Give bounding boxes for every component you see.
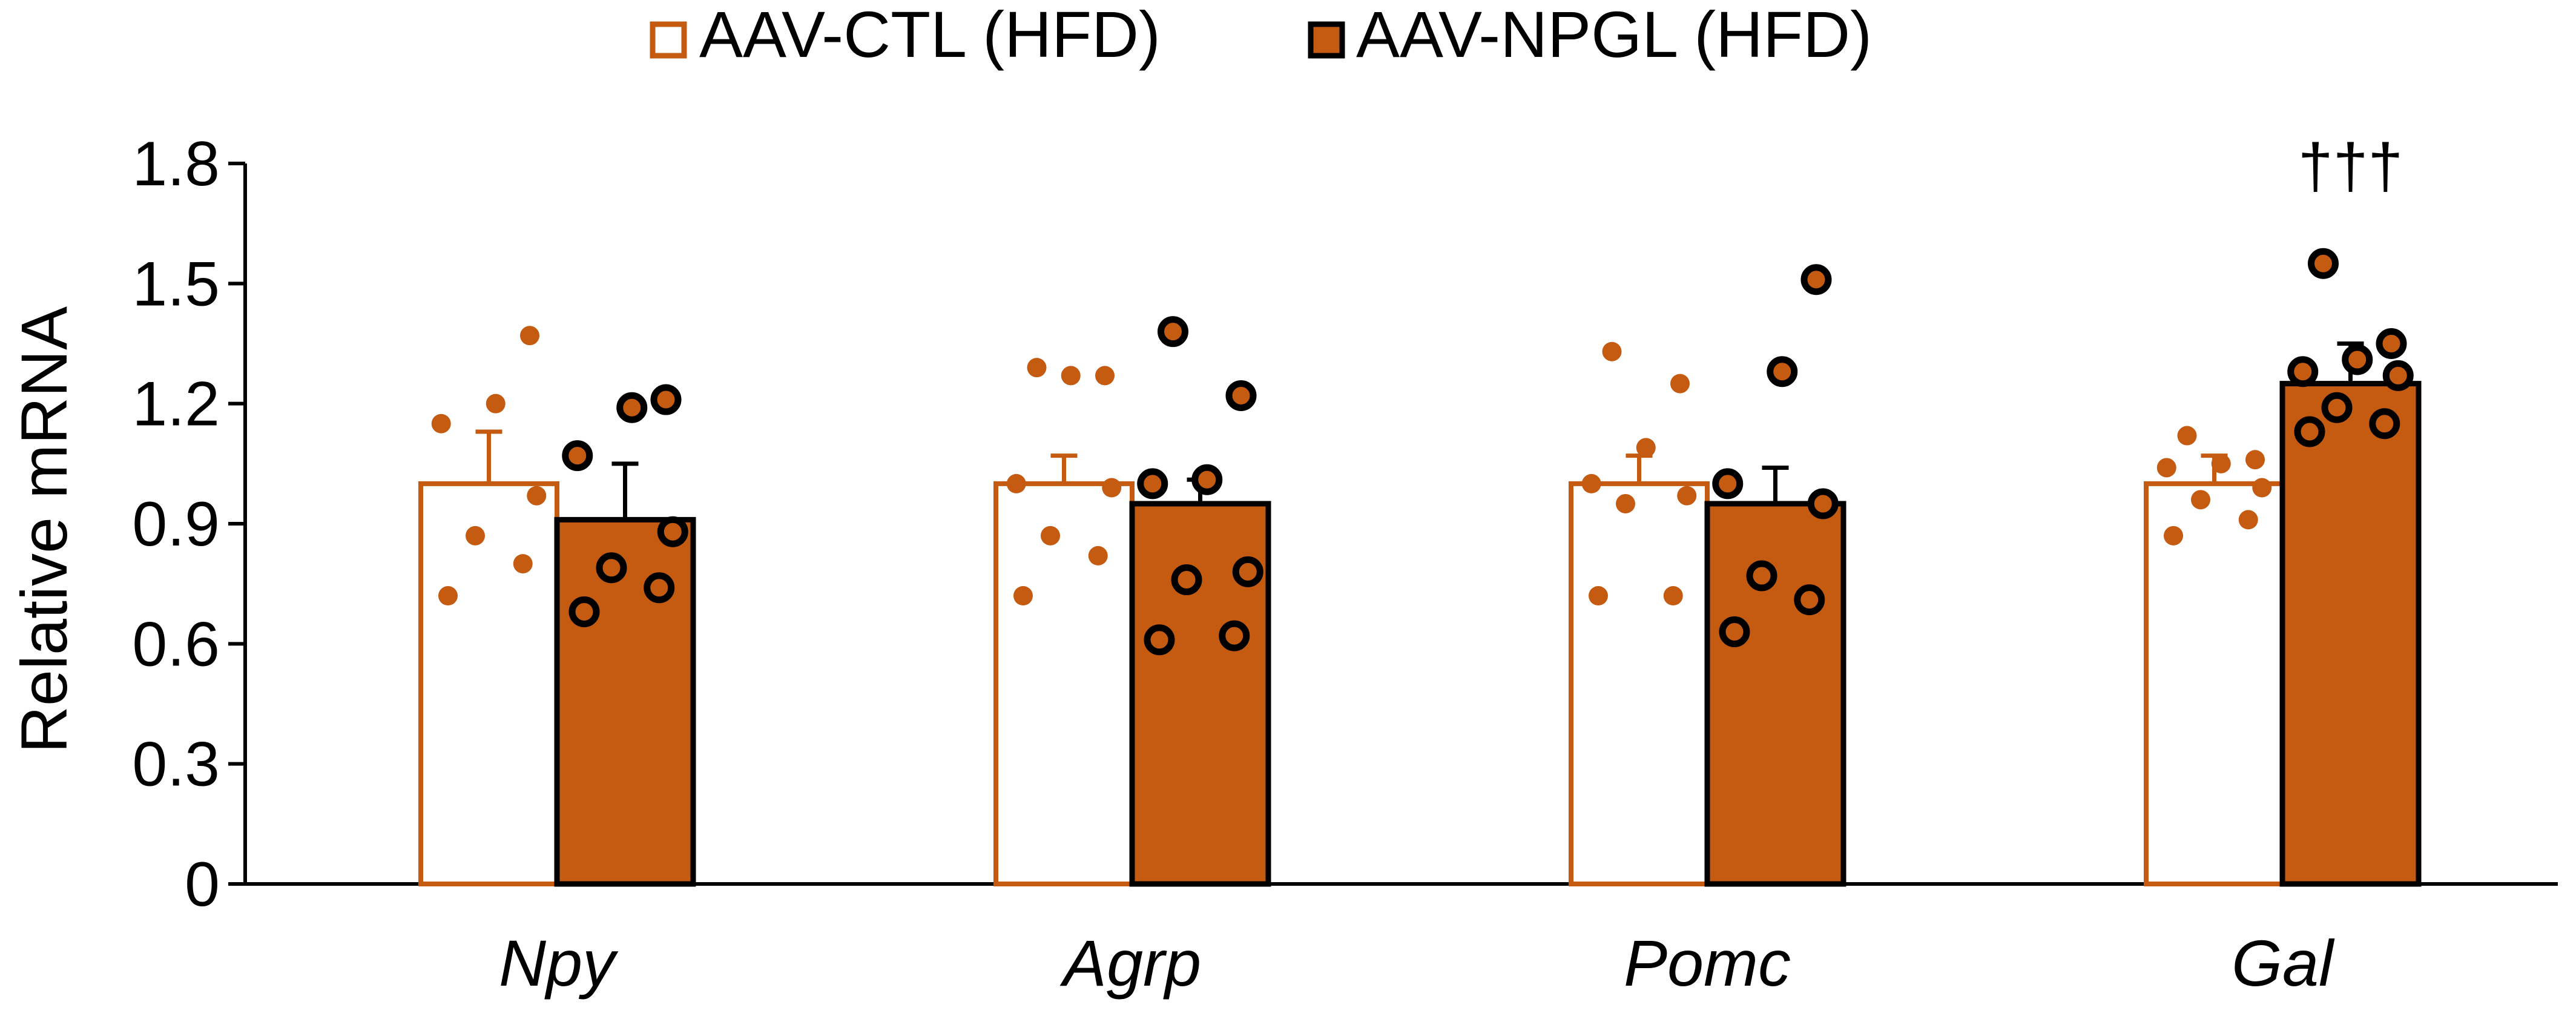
data-point-ctl [1636,438,1656,458]
data-point-ctl [1670,374,1690,394]
data-point-npgl [596,552,627,584]
legend-label-npgl: AAV-NPGL (HFD) [1356,0,1872,71]
data-points [431,248,2414,656]
data-point-ctl [2238,510,2258,530]
data-point-ctl [1589,586,1608,605]
data-point-npgl [2342,344,2373,375]
data-point-npgl [2369,408,2400,440]
data-point-npgl [1807,488,1839,519]
data-point-ctl [1006,473,1026,493]
data-point-npgl [657,516,688,547]
data-point-ctl [1581,473,1601,493]
y-tick-label: 0.9 [132,489,220,559]
y-tick-label: 1.8 [132,129,220,199]
data-point-npgl [2287,356,2319,387]
bars [418,341,2422,887]
data-point-npgl [1144,624,1175,656]
data-point-npgl [2382,360,2414,391]
legend-swatch-ctl [650,21,687,59]
data-point-ctl [2177,426,2197,446]
data-point-ctl [1616,493,1635,513]
x-category-label: Pomc [1624,926,1791,1000]
y-tick-label: 1.2 [132,369,220,440]
data-point-npgl [2308,248,2339,279]
data-point-ctl [513,554,533,574]
data-point-ctl [1602,341,1622,361]
data-point-npgl [1137,468,1168,499]
data-point-ctl [1677,486,1697,506]
axes: 0 0.3 0.6 0.9 1.2 1.5 1.8 Relative mRNA Npy Agrp P… [7,129,2558,1000]
data-point-npgl [2294,416,2325,447]
bar-ctl-pomc [1569,481,1710,886]
data-point-ctl [2156,458,2176,478]
data-point-npgl [1158,316,1188,348]
data-point-ctl [1061,366,1081,386]
y-tick-label: 0.6 [132,609,220,679]
legend: AAV-CTL (HFD) AAV-NPGL (HFD) [650,0,1872,71]
data-point-npgl [1794,584,1825,616]
bar-npgl-pomc [1704,501,1846,887]
data-point-npgl [650,384,682,415]
data-point-ctl [1027,358,1047,378]
data-point-npgl [568,596,600,627]
data-point-npgl [1767,356,1798,387]
data-point-npgl [616,392,648,423]
bar-ctl-npy [418,481,559,886]
data-point-npgl [1219,620,1250,651]
data-point-npgl [1171,564,1202,596]
legend-label-ctl: AAV-CTL (HFD) [699,0,1161,71]
annotations: ††† [2298,131,2403,202]
bar-npgl-gal [2279,381,2422,887]
data-point-ctl [527,486,547,506]
data-point-npgl [1712,468,1744,499]
data-point-npgl [1800,264,1832,295]
legend-swatch-npgl [1308,21,1345,59]
data-point-npgl [644,572,675,604]
data-point-ctl [2252,478,2272,498]
data-point-npgl [2321,392,2353,423]
y-tick-label: 0.3 [132,730,220,800]
data-point-ctl [1663,586,1683,605]
data-point-ctl [2211,453,2231,473]
data-point-ctl [1095,366,1115,386]
y-axis-label: Relative mRNA [7,306,81,753]
y-tick-label: 1.5 [132,249,220,319]
data-point-ctl [2164,526,2183,546]
data-point-ctl [520,326,539,346]
data-point-ctl [438,586,458,605]
bar-ctl-agrp [993,481,1135,886]
data-point-npgl [562,440,593,472]
data-point-npgl [1232,556,1263,587]
data-point-ctl [2245,450,2265,470]
data-point-ctl [2191,490,2210,510]
bar-ctl-gal [2144,481,2285,886]
data-point-ctl [1102,478,1122,498]
data-point-npgl [1719,616,1750,647]
data-point-ctl [1041,526,1060,546]
data-point-ctl [486,394,506,414]
data-point-ctl [1013,586,1033,605]
data-point-ctl [431,414,451,434]
data-point-npgl [1225,380,1257,411]
y-tick-label: 0 [185,849,220,920]
data-point-ctl [1088,546,1108,565]
data-point-npgl [1746,560,1777,592]
x-category-label: Npy [499,926,619,1000]
x-category-label: Gal [2232,926,2335,1000]
x-category-label: Agrp [1059,926,1201,1000]
significance-annotation: ††† [2298,131,2403,202]
data-point-npgl [2376,328,2407,359]
data-point-npgl [1191,464,1223,495]
data-point-ctl [466,526,485,546]
